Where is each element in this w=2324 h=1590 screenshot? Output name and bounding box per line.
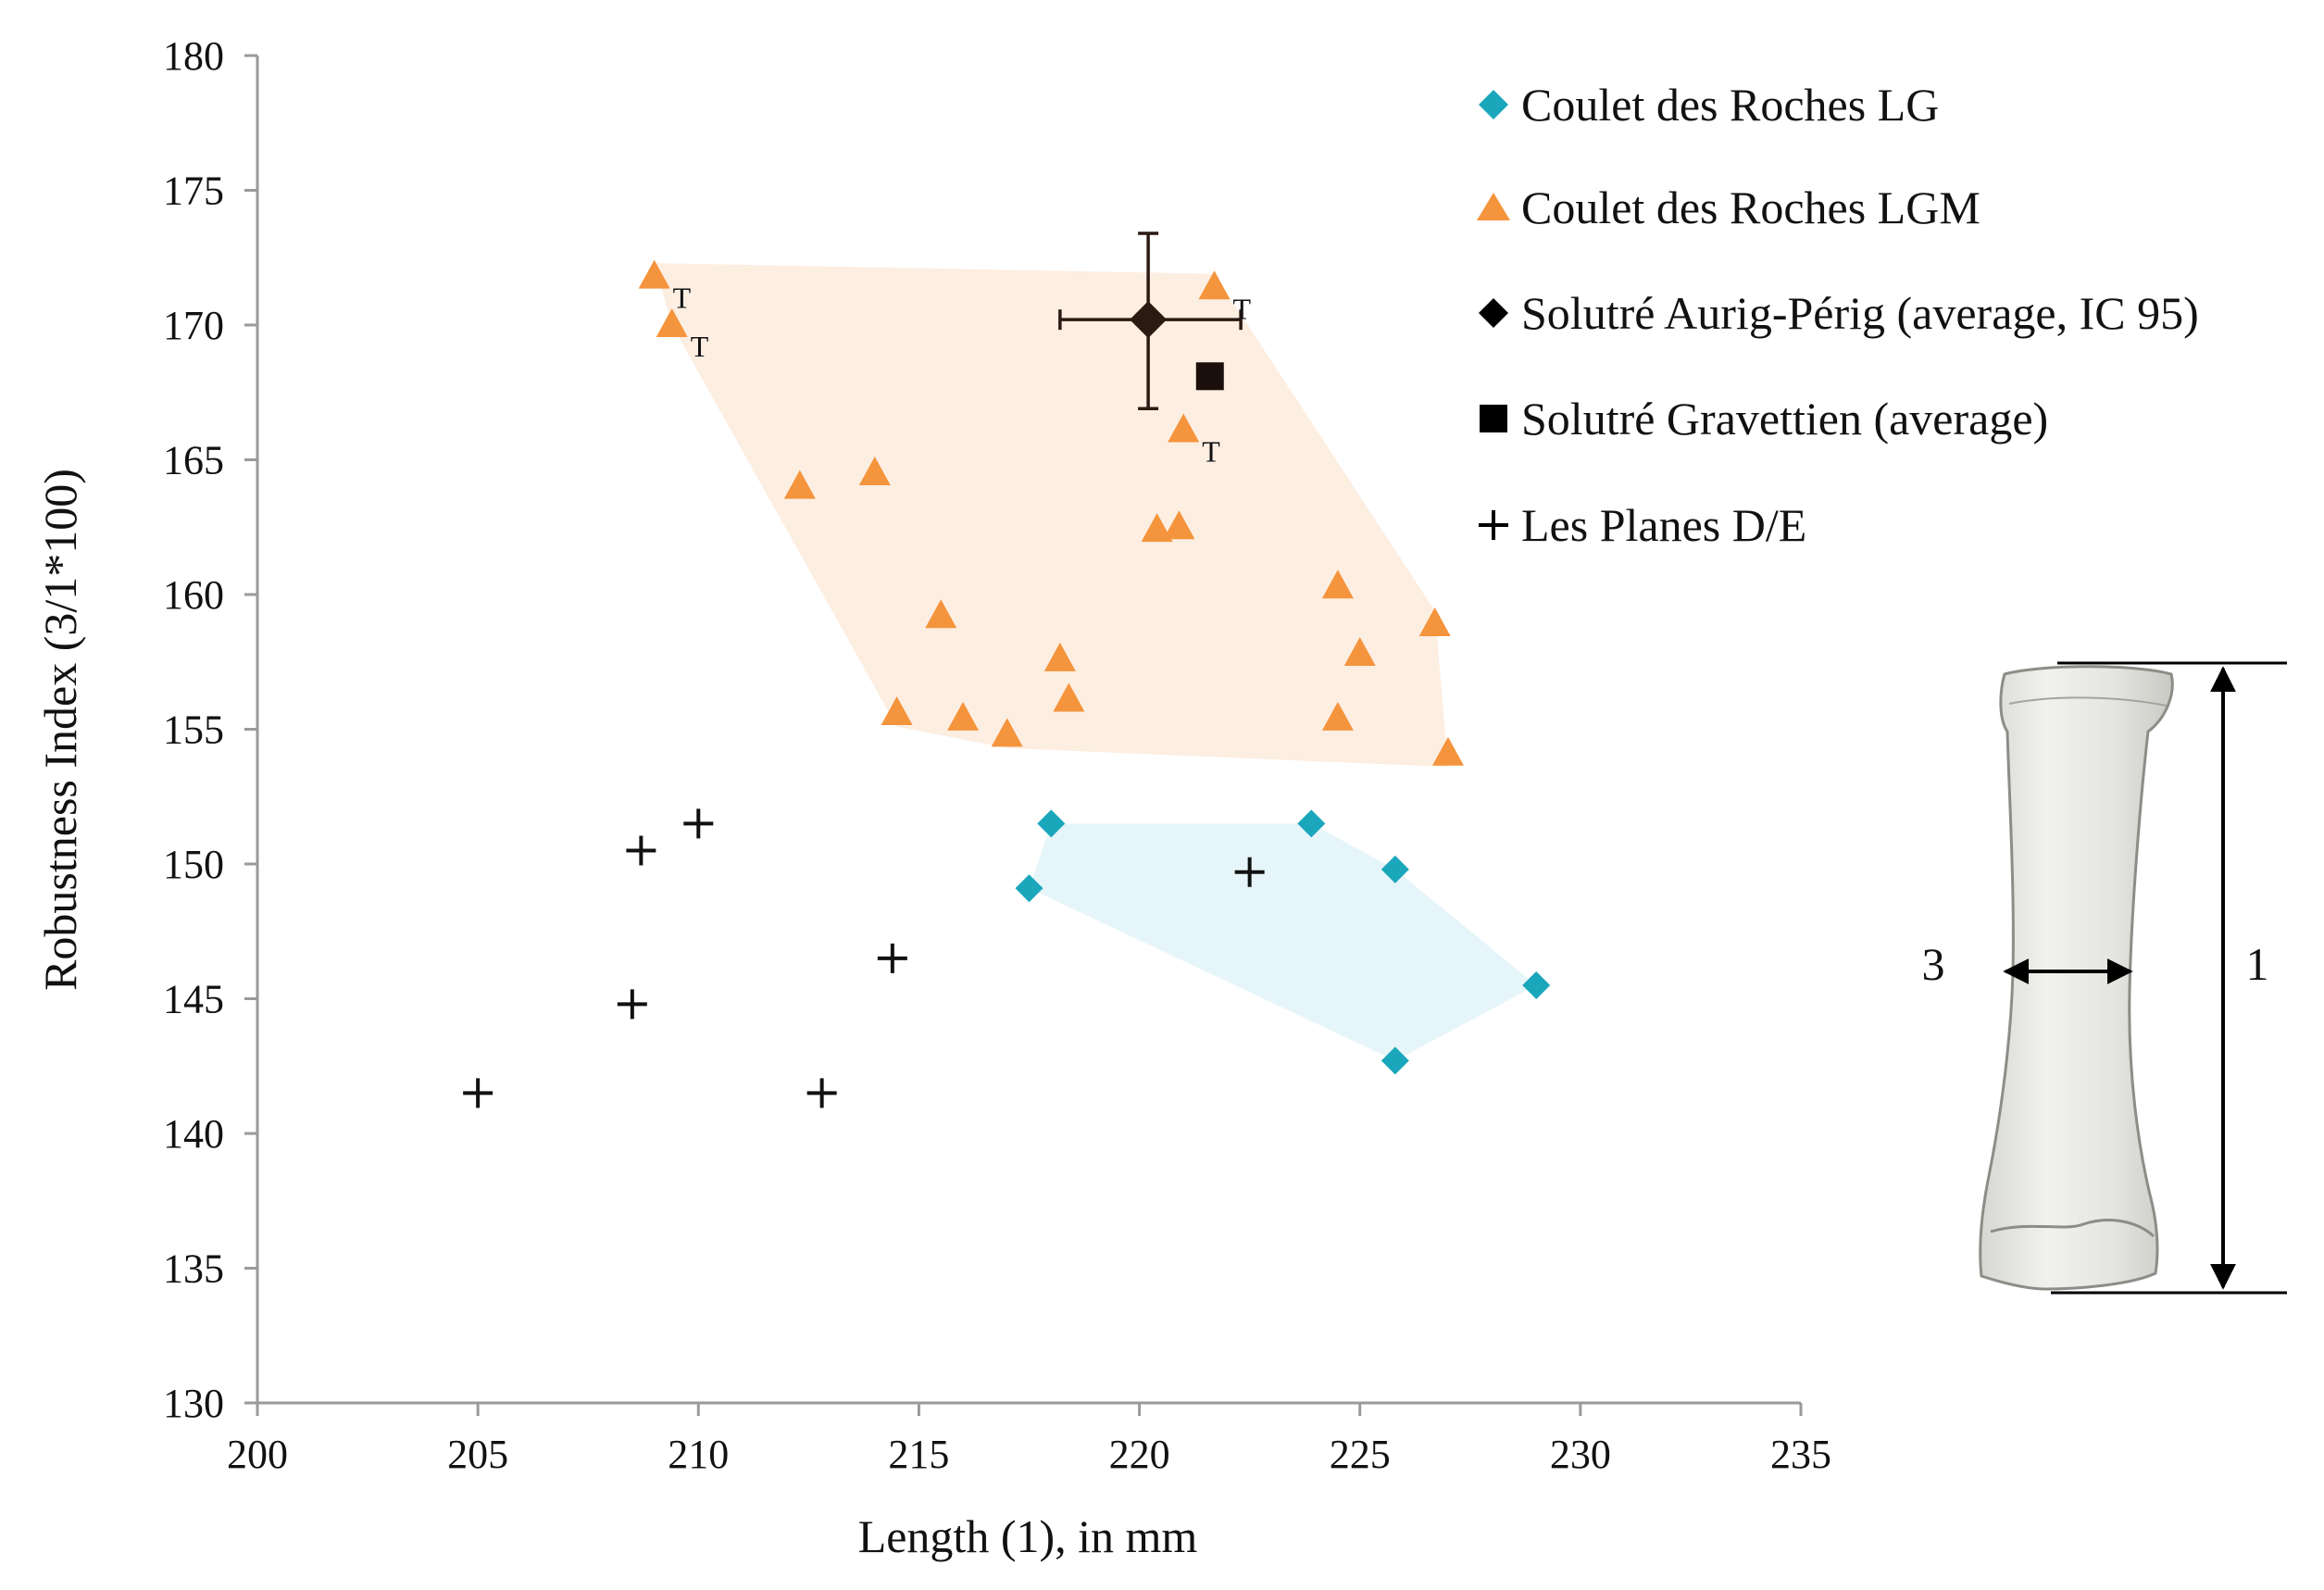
point-series-0 bbox=[1015, 874, 1043, 903]
legend-marker-diamond-dark bbox=[1479, 298, 1508, 328]
legend-item-lg: Coulet des Roches LG bbox=[1479, 79, 1939, 131]
point-series-3 bbox=[1195, 362, 1224, 391]
point-tag-label: T bbox=[673, 282, 692, 315]
length-label: 1 bbox=[2246, 938, 2269, 990]
point-series-1 bbox=[1141, 513, 1173, 543]
point-series-0 bbox=[1381, 1046, 1409, 1075]
point-series-1 bbox=[1053, 682, 1085, 712]
legend-item-gravettien: Solutré Gravettien (average) bbox=[1480, 393, 2048, 444]
point-series-1 bbox=[1168, 413, 1200, 443]
y-tick-label: 155 bbox=[163, 707, 224, 753]
legend-marker-plus bbox=[1479, 510, 1508, 540]
legend-item-planes: Les Planes D/E bbox=[1479, 499, 1806, 551]
point-series-1 bbox=[881, 696, 913, 726]
x-tick-label: 215 bbox=[888, 1432, 949, 1477]
x-tick-label: 205 bbox=[447, 1432, 508, 1477]
x-tick-label: 225 bbox=[1330, 1432, 1391, 1477]
point-series-0 bbox=[1381, 855, 1409, 883]
legend: Coulet des Roches LG Coulet des Roches L… bbox=[1477, 79, 2199, 551]
y-tick-label: 180 bbox=[163, 33, 224, 79]
y-tick-label: 170 bbox=[163, 303, 224, 348]
legend-marker-square bbox=[1480, 405, 1507, 432]
point-series-1 bbox=[947, 701, 980, 731]
point-tag-label: T bbox=[1202, 434, 1220, 468]
legend-item-lgm: Coulet des Roches LGM bbox=[1477, 182, 1980, 233]
point-series-4 bbox=[683, 808, 714, 839]
point-series-1 bbox=[1163, 510, 1195, 540]
point-series-4 bbox=[877, 943, 907, 973]
point-series-1 bbox=[1431, 736, 1464, 766]
point-series-1 bbox=[991, 718, 1023, 747]
hull-layer bbox=[654, 263, 1537, 1061]
y-tick-label: 140 bbox=[163, 1111, 224, 1157]
y-tick-label: 135 bbox=[163, 1246, 224, 1292]
x-axis-title: Length (1), in mm bbox=[858, 1510, 1198, 1562]
y-axis-title: Robustness Index (3/1*100) bbox=[34, 469, 86, 991]
x-tick-label: 235 bbox=[1770, 1432, 1831, 1477]
point-series-0 bbox=[1522, 970, 1551, 999]
point-tag-label: T bbox=[1233, 292, 1252, 325]
point-series-1 bbox=[925, 599, 957, 629]
legend-marker-diamond-cyan bbox=[1479, 90, 1508, 119]
point-series-1 bbox=[1043, 642, 1076, 671]
legend-label-lg: Coulet des Roches LG bbox=[1521, 79, 1939, 131]
legend-item-aurig: Solutré Aurig-Périg (average, IC 95) bbox=[1479, 287, 2199, 339]
x-ticks: 200 205 210 215 220 225 230 235 bbox=[227, 1403, 1831, 1477]
bone-diagram: 1 3 bbox=[1922, 661, 2287, 1295]
point-series-2 bbox=[1130, 301, 1168, 339]
point-series-0 bbox=[1037, 809, 1066, 838]
bone-distal-detail bbox=[1990, 1219, 2155, 1238]
point-series-4 bbox=[463, 1078, 494, 1108]
y-tick-label: 130 bbox=[163, 1381, 224, 1426]
point-series-4 bbox=[617, 989, 647, 1020]
legend-label-aurig: Solutré Aurig-Périg (average, IC 95) bbox=[1521, 287, 2199, 339]
point-series-1 bbox=[1321, 701, 1354, 731]
point-series-1 bbox=[1198, 270, 1231, 300]
width-label: 3 bbox=[1922, 938, 1945, 990]
point-series-1 bbox=[858, 457, 891, 486]
x-tick-label: 220 bbox=[1109, 1432, 1170, 1477]
legend-marker-triangle-orange bbox=[1477, 193, 1510, 220]
x-tick-label: 230 bbox=[1550, 1432, 1611, 1477]
point-series-1 bbox=[638, 259, 670, 289]
point-series-1 bbox=[656, 308, 688, 337]
x-tick-label: 210 bbox=[668, 1432, 729, 1477]
point-tag-label: T bbox=[691, 330, 709, 363]
point-series-4 bbox=[626, 835, 656, 866]
bone-proximal-detail bbox=[2008, 696, 2168, 707]
legend-label-gravettien: Solutré Gravettien (average) bbox=[1521, 393, 2048, 444]
bone-shape bbox=[1979, 665, 2174, 1291]
y-tick-label: 165 bbox=[163, 438, 224, 483]
legend-label-planes: Les Planes D/E bbox=[1521, 499, 1806, 551]
y-ticks: 130 135 140 145 150 155 160 165 170 175 180 bbox=[163, 33, 257, 1426]
point-series-1 bbox=[783, 469, 816, 499]
point-series-1 bbox=[1418, 607, 1451, 637]
y-tick-label: 160 bbox=[163, 572, 224, 618]
legend-label-lgm: Coulet des Roches LGM bbox=[1521, 182, 1980, 233]
y-tick-label: 145 bbox=[163, 977, 224, 1022]
point-series-1 bbox=[1343, 637, 1376, 667]
hull-series-1 bbox=[654, 263, 1448, 768]
point-series-0 bbox=[1297, 809, 1326, 838]
y-tick-label: 175 bbox=[163, 169, 224, 214]
hull-series-0 bbox=[1029, 823, 1537, 1061]
y-tick-label: 150 bbox=[163, 842, 224, 887]
point-series-4 bbox=[1234, 857, 1265, 887]
point-series-1 bbox=[1321, 570, 1354, 599]
point-series-4 bbox=[806, 1078, 837, 1108]
x-tick-label: 200 bbox=[227, 1432, 288, 1477]
